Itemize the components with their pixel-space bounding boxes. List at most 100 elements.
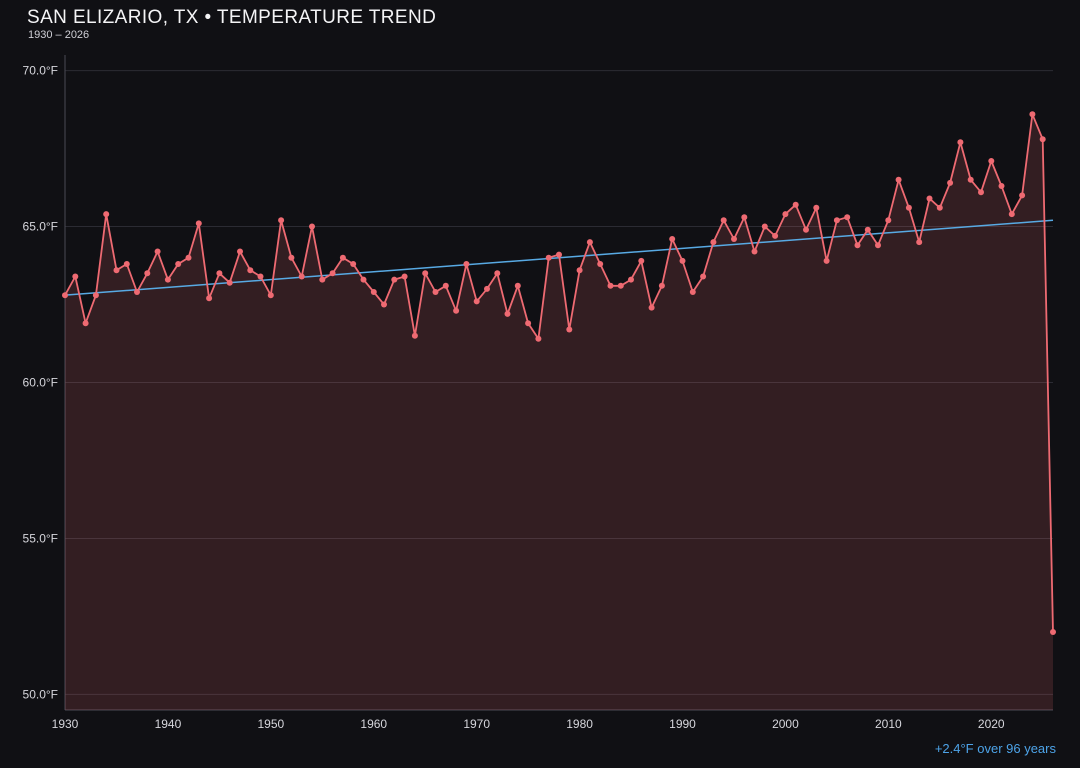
data-point — [206, 295, 213, 302]
x-tick-label: 1950 — [257, 717, 284, 731]
data-point — [370, 289, 377, 295]
data-point — [1050, 629, 1056, 635]
data-point — [967, 176, 974, 183]
data-point — [463, 261, 470, 267]
x-tick-label: 1940 — [155, 717, 182, 731]
data-point — [731, 236, 737, 242]
data-point — [442, 282, 449, 289]
data-point — [237, 248, 243, 255]
data-point — [741, 214, 748, 221]
data-point — [257, 273, 264, 280]
data-point — [648, 304, 655, 311]
data-point — [1029, 111, 1036, 118]
y-tick-label: 65.0°F — [23, 220, 58, 234]
data-point — [473, 298, 480, 305]
data-point — [761, 223, 768, 230]
chart-title: SAN ELIZARIO, TX • TEMPERATURE TREND — [27, 7, 437, 28]
data-point — [1039, 136, 1046, 143]
data-point — [298, 273, 305, 280]
data-point — [350, 261, 357, 267]
data-point — [525, 320, 532, 327]
data-point — [895, 176, 902, 183]
data-point — [309, 223, 315, 230]
y-tick-label: 55.0°F — [23, 531, 58, 545]
data-point — [62, 292, 68, 299]
data-point — [617, 282, 624, 289]
data-point — [123, 261, 130, 267]
data-point — [844, 214, 851, 221]
data-point — [669, 236, 676, 242]
trend-delta-annotation: +2.4°F over 96 years — [934, 741, 1056, 756]
data-point — [185, 254, 192, 261]
data-point — [134, 289, 140, 295]
data-point — [175, 261, 182, 267]
x-tick-label: 1980 — [566, 717, 593, 731]
data-point — [278, 217, 285, 224]
data-point — [957, 139, 964, 146]
data-point — [514, 282, 521, 289]
data-point — [339, 254, 346, 261]
y-tick-label: 60.0°F — [23, 376, 58, 390]
data-point — [803, 226, 809, 233]
data-point — [545, 254, 552, 261]
data-point — [978, 189, 984, 196]
data-point — [720, 217, 727, 224]
data-point — [751, 248, 758, 255]
data-point — [607, 282, 614, 289]
data-point — [926, 195, 933, 202]
data-point — [216, 270, 223, 277]
data-point — [854, 242, 861, 249]
data-point — [916, 239, 923, 246]
data-point — [113, 267, 120, 274]
data-point — [144, 270, 151, 277]
chart-subtitle: 1930 – 2026 — [28, 29, 90, 41]
data-point — [453, 307, 460, 314]
data-point — [422, 270, 429, 277]
data-point — [391, 276, 398, 283]
data-point — [905, 204, 912, 211]
data-point — [597, 261, 604, 267]
x-tick-label: 1960 — [360, 717, 387, 731]
area-fill — [65, 114, 1053, 711]
data-point — [154, 248, 161, 255]
data-point — [103, 211, 110, 218]
data-point — [401, 273, 408, 280]
data-point — [432, 289, 439, 295]
data-point — [1019, 192, 1026, 199]
data-point — [998, 183, 1005, 189]
data-point — [494, 270, 501, 277]
data-point — [823, 257, 830, 264]
data-point — [782, 211, 789, 218]
data-point — [556, 251, 562, 258]
data-point — [319, 276, 326, 283]
data-point — [566, 326, 573, 333]
data-point — [700, 273, 707, 280]
data-point — [679, 257, 686, 264]
data-point — [247, 267, 254, 274]
data-point — [535, 335, 542, 342]
data-point — [710, 239, 717, 246]
data-point — [1008, 211, 1015, 218]
data-point — [329, 270, 336, 277]
data-point — [947, 179, 954, 186]
y-tick-label: 70.0°F — [23, 64, 58, 78]
x-tick-label: 1970 — [463, 717, 490, 731]
data-point — [195, 220, 202, 227]
data-point — [792, 201, 799, 208]
data-point — [885, 217, 892, 224]
data-point — [381, 301, 387, 308]
data-point — [92, 292, 99, 299]
data-point — [864, 226, 871, 233]
x-tick-label: 1930 — [52, 717, 79, 731]
data-point — [226, 279, 233, 286]
data-point — [628, 276, 634, 283]
x-tick-label: 2010 — [875, 717, 902, 731]
data-point — [504, 310, 511, 317]
x-tick-label: 2020 — [978, 717, 1005, 731]
data-point — [813, 204, 820, 211]
data-point — [875, 242, 881, 249]
data-point — [484, 285, 490, 292]
data-point — [658, 282, 665, 289]
data-point — [689, 289, 696, 295]
